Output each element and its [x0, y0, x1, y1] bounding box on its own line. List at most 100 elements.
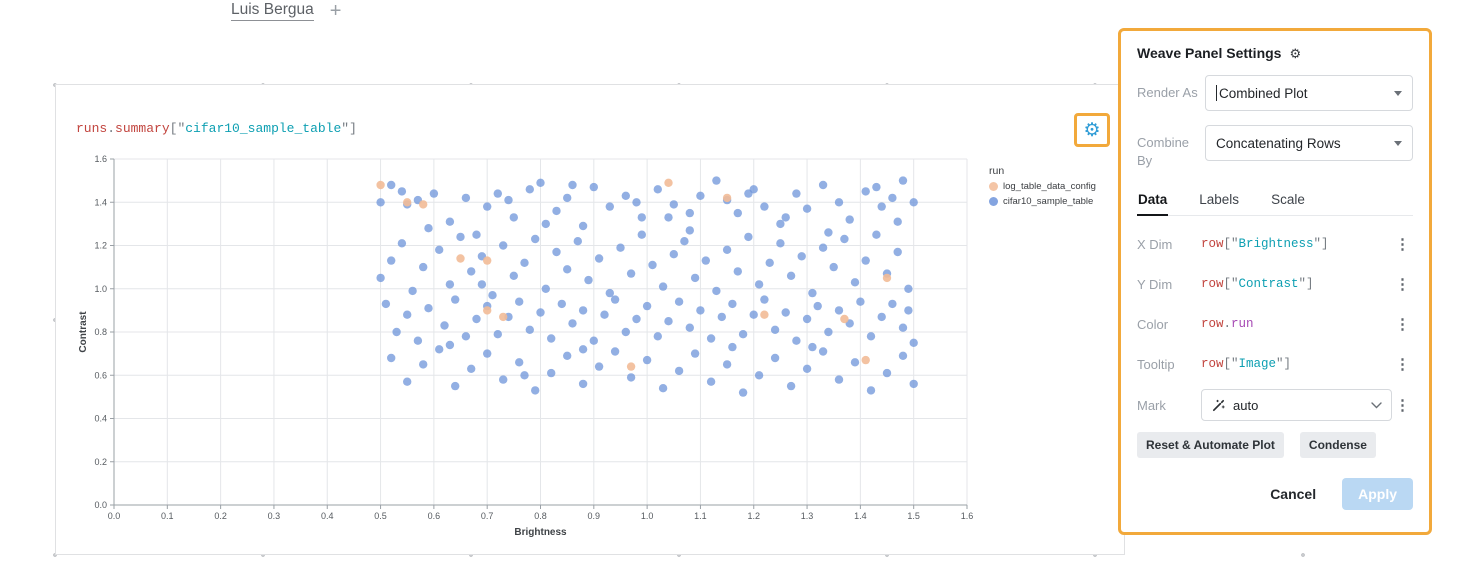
kebab-menu-icon[interactable]: ⋮	[1395, 316, 1410, 334]
data-point[interactable]	[797, 252, 806, 261]
data-point[interactable]	[525, 325, 534, 334]
data-point[interactable]	[706, 334, 716, 343]
data-point[interactable]	[786, 271, 796, 280]
data-point[interactable]	[387, 256, 396, 265]
data-point[interactable]	[834, 375, 844, 384]
data-point[interactable]	[413, 336, 423, 345]
data-point[interactable]	[376, 273, 385, 283]
data-point[interactable]	[872, 182, 881, 192]
data-point[interactable]	[531, 386, 540, 395]
data-point[interactable]	[376, 180, 385, 190]
data-point[interactable]	[898, 351, 908, 360]
data-point[interactable]	[808, 288, 817, 298]
data-point[interactable]	[850, 358, 860, 367]
data-point[interactable]	[520, 258, 529, 267]
data-point[interactable]	[499, 241, 508, 250]
data-point[interactable]	[904, 306, 913, 315]
data-point[interactable]	[877, 202, 886, 211]
data-point[interactable]	[424, 304, 433, 313]
data-point[interactable]	[690, 349, 700, 358]
data-point[interactable]	[744, 189, 753, 198]
data-point[interactable]	[792, 336, 801, 345]
data-point[interactable]	[696, 306, 705, 315]
data-point[interactable]	[760, 202, 769, 211]
data-point[interactable]	[541, 219, 550, 229]
condense-button[interactable]: Condense	[1299, 432, 1376, 459]
data-point[interactable]	[445, 280, 455, 289]
data-point[interactable]	[573, 237, 582, 246]
reset-automate-plot-button[interactable]: Reset & Automate Plot	[1137, 432, 1284, 459]
data-point[interactable]	[669, 250, 678, 259]
data-point[interactable]	[856, 297, 865, 306]
data-point[interactable]	[802, 364, 812, 373]
data-point[interactable]	[547, 334, 556, 343]
data-point[interactable]	[483, 306, 492, 315]
data-point[interactable]	[834, 306, 844, 315]
data-point[interactable]	[626, 269, 636, 278]
data-point[interactable]	[813, 301, 822, 311]
data-point[interactable]	[536, 178, 545, 187]
data-point[interactable]	[909, 198, 918, 207]
data-point[interactable]	[536, 308, 545, 317]
data-point[interactable]	[435, 245, 444, 254]
data-point[interactable]	[387, 180, 396, 190]
data-point[interactable]	[504, 195, 513, 205]
data-point[interactable]	[824, 228, 833, 237]
data-point[interactable]	[578, 306, 588, 315]
kebab-menu-icon[interactable]: ⋮	[1395, 276, 1410, 294]
data-point[interactable]	[547, 368, 556, 378]
data-point[interactable]	[717, 312, 726, 322]
data-point[interactable]	[728, 299, 737, 309]
data-point[interactable]	[808, 342, 817, 352]
data-point[interactable]	[578, 221, 588, 231]
data-point[interactable]	[781, 213, 790, 222]
data-point[interactable]	[621, 327, 630, 337]
data-point[interactable]	[818, 243, 828, 252]
data-point[interactable]	[472, 230, 481, 239]
data-point[interactable]	[760, 295, 769, 304]
data-point[interactable]	[664, 213, 673, 222]
x-dim-expression-input[interactable]: row["Brightness"]	[1201, 237, 1329, 252]
data-point[interactable]	[898, 176, 908, 185]
legend-entry[interactable]: cifar10_sample_table	[989, 196, 1123, 207]
y-dim-expression-input[interactable]: row["Contrast"]	[1201, 277, 1314, 292]
data-point[interactable]	[802, 204, 812, 213]
data-point[interactable]	[483, 349, 492, 358]
data-point[interactable]	[563, 265, 572, 274]
data-point[interactable]	[685, 323, 694, 332]
data-point[interactable]	[685, 226, 694, 235]
data-point[interactable]	[419, 262, 428, 272]
data-point[interactable]	[893, 217, 902, 226]
data-point[interactable]	[786, 381, 796, 391]
data-point[interactable]	[499, 375, 508, 384]
data-point[interactable]	[760, 310, 769, 319]
scatter-plot[interactable]: 0.0 0.1 0.2 0.3 0.4 0.5 0.6 0.7 0.8 0.9 1.0 1.1 1.2 1…	[74, 151, 974, 543]
data-point[interactable]	[888, 193, 897, 203]
data-point[interactable]	[563, 193, 572, 203]
data-point[interactable]	[626, 373, 636, 382]
data-point[interactable]	[632, 198, 641, 207]
data-point[interactable]	[754, 371, 764, 380]
data-point[interactable]	[509, 213, 518, 222]
data-point[interactable]	[594, 254, 604, 263]
data-point[interactable]	[600, 310, 609, 319]
data-point[interactable]	[472, 314, 481, 324]
tab-labels[interactable]: Labels	[1199, 192, 1240, 208]
data-point[interactable]	[834, 198, 844, 207]
data-point[interactable]	[840, 234, 849, 244]
data-point[interactable]	[712, 176, 721, 185]
data-point[interactable]	[754, 280, 764, 289]
data-point[interactable]	[589, 182, 598, 192]
data-point[interactable]	[552, 247, 561, 257]
data-point[interactable]	[674, 366, 684, 376]
data-point[interactable]	[696, 191, 705, 200]
data-point[interactable]	[776, 219, 785, 229]
data-point[interactable]	[626, 362, 636, 371]
data-point[interactable]	[493, 189, 502, 198]
data-point[interactable]	[568, 180, 577, 190]
tab-scale[interactable]: Scale	[1271, 192, 1305, 208]
data-point[interactable]	[733, 267, 742, 276]
tab-data[interactable]: Data	[1137, 185, 1169, 217]
data-point[interactable]	[840, 314, 849, 324]
data-point[interactable]	[552, 206, 561, 216]
